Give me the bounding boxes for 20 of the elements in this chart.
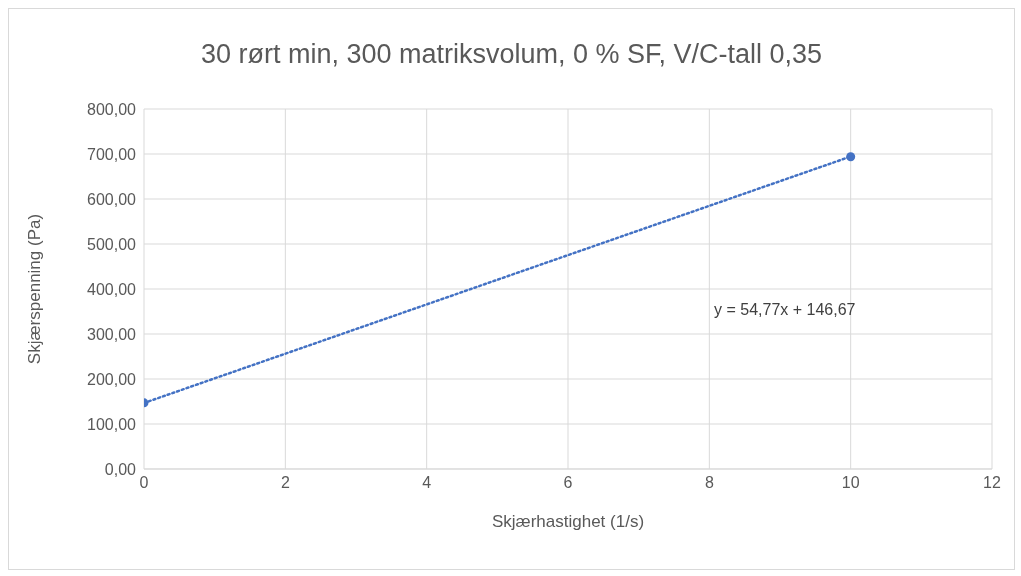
x-tick-label: 8 bbox=[704, 474, 714, 492]
x-tick-label: 10 bbox=[841, 474, 860, 492]
y-tick-label: 700,00 bbox=[87, 145, 137, 163]
y-tick-label: 200,00 bbox=[87, 370, 137, 388]
y-tick-label: 500,00 bbox=[87, 235, 137, 253]
y-tick-label: 0,00 bbox=[104, 460, 137, 478]
annotation: y = 54,77x + 146,67 bbox=[714, 301, 856, 319]
x-tick-label: 2 bbox=[280, 474, 290, 492]
y-tick-label: 100,00 bbox=[87, 415, 137, 433]
y-tick-label: 800,00 bbox=[87, 100, 137, 118]
y-tick-label: 400,00 bbox=[87, 280, 137, 298]
x-tick-label: 12 bbox=[983, 474, 1001, 492]
y-tick-label: 300,00 bbox=[87, 325, 137, 343]
y-axis-title: Skjærspenning (Pa) bbox=[25, 213, 45, 365]
x-tick-label: 0 bbox=[139, 474, 149, 492]
x-axis-title: Skjærhastighet (1/s) bbox=[491, 512, 645, 531]
chart-title: 30 rørt min, 300 matriksvolum, 0 % SF, V/C-tall 0,35 bbox=[199, 39, 824, 70]
x-tick-label: 4 bbox=[422, 474, 432, 492]
x-tick-label: 6 bbox=[563, 474, 573, 492]
y-tick-label: 600,00 bbox=[87, 190, 137, 208]
